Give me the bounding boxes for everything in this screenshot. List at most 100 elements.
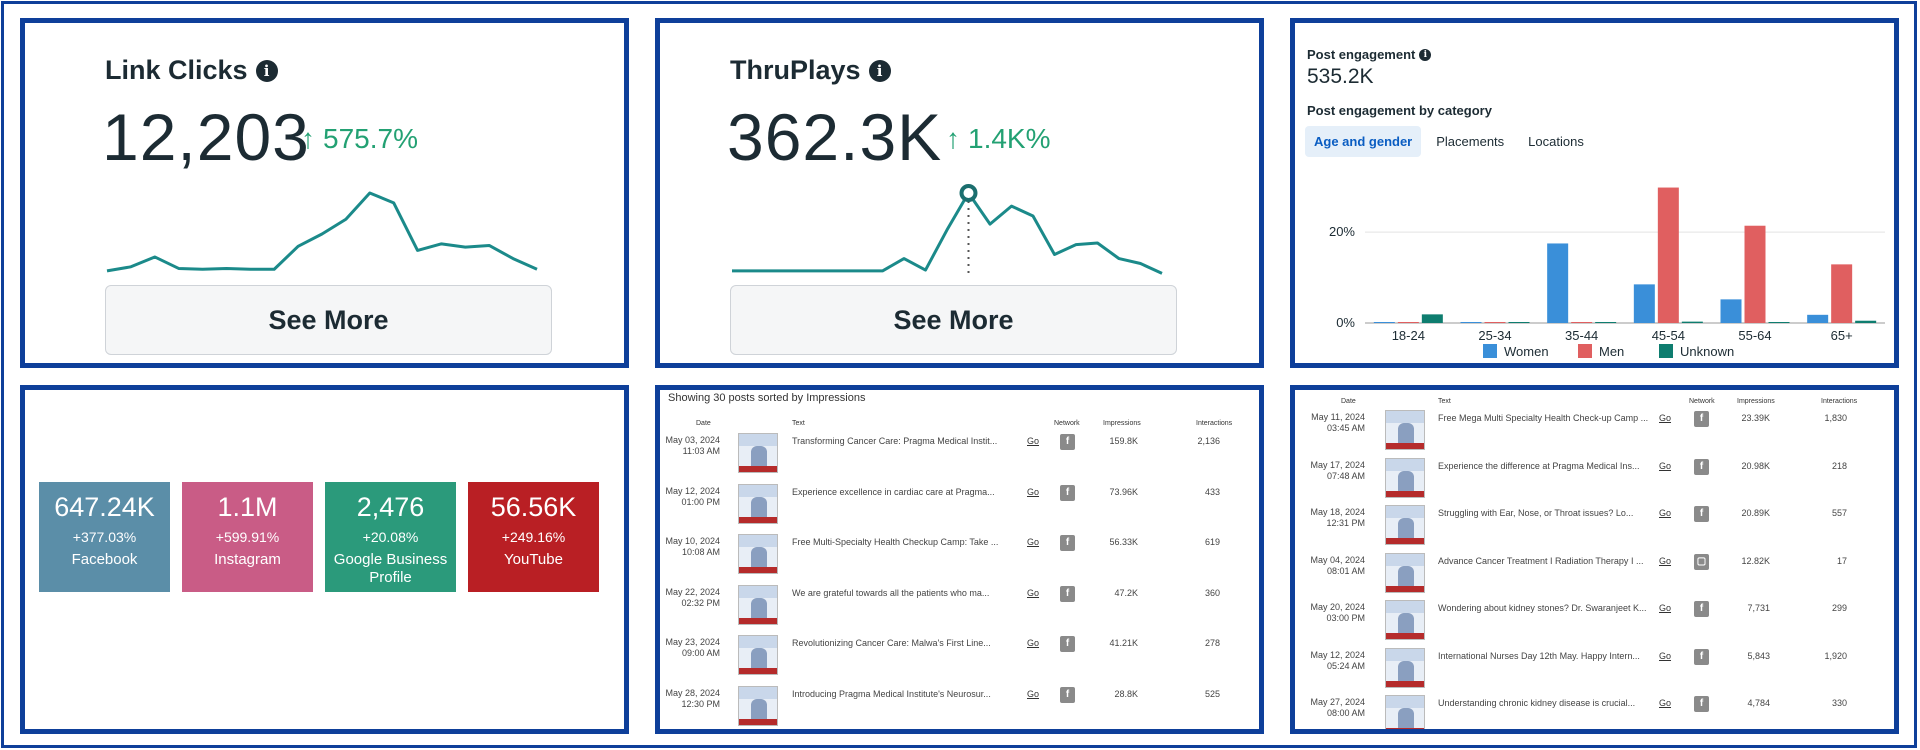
post-thumbnail[interactable] xyxy=(1385,647,1425,688)
post-thumbnail[interactable] xyxy=(1385,457,1425,498)
column-header-interactions[interactable]: Interactions xyxy=(1196,420,1233,427)
column-header-date[interactable]: Date xyxy=(696,420,711,427)
bar-men-25-34[interactable] xyxy=(1484,322,1506,323)
bar-unknown-55-64[interactable] xyxy=(1768,322,1790,323)
bar-women-55-64[interactable] xyxy=(1720,299,1742,323)
post-go-link[interactable]: Go xyxy=(1659,555,1672,566)
bar-men-55-64[interactable] xyxy=(1744,225,1766,323)
info-icon[interactable]: i xyxy=(255,59,278,82)
post-go-link[interactable]: Go xyxy=(1027,587,1040,598)
see-more-button[interactable]: See More xyxy=(730,285,1177,355)
post-impressions: 7,731 xyxy=(1747,603,1770,613)
post-text[interactable]: Experience the difference at Pragma Medi… xyxy=(1438,460,1640,471)
tab-age-and-gender[interactable]: Age and gender xyxy=(1305,126,1422,157)
bar-women-25-34[interactable] xyxy=(1460,322,1482,323)
post-thumbnail[interactable] xyxy=(738,635,778,675)
bar-unknown-35-44[interactable] xyxy=(1595,322,1617,323)
post-go-link[interactable]: Go xyxy=(1659,460,1672,471)
bar-unknown-25-34[interactable] xyxy=(1508,322,1530,323)
post-text[interactable]: Advance Cancer Treatment I Radiation The… xyxy=(1438,555,1644,566)
column-header-network[interactable]: Network xyxy=(1689,398,1715,405)
post-text[interactable]: International Nurses Day 12th May. Happy… xyxy=(1438,650,1640,661)
post-date: May 04, 2024 08:01 AM xyxy=(1305,555,1365,577)
bar-unknown-65+[interactable] xyxy=(1855,320,1877,323)
google-business-tile[interactable]: 2,476 +20.08% Google Business Profile xyxy=(325,482,456,592)
post-thumbnail[interactable] xyxy=(738,433,778,473)
bar-women-45-54[interactable] xyxy=(1633,284,1655,323)
bar-men-65+[interactable] xyxy=(1831,264,1853,323)
info-icon[interactable]: i xyxy=(1419,48,1432,61)
youtube-tile[interactable]: 56.56K +249.16% YouTube xyxy=(468,482,599,592)
post-text[interactable]: Wondering about kidney stones? Dr. Swara… xyxy=(1438,603,1647,613)
post-thumbnail[interactable] xyxy=(1385,410,1425,450)
x-tick-label: 65+ xyxy=(1831,328,1853,343)
post-go-link[interactable]: Go xyxy=(1659,508,1672,518)
post-thumbnail[interactable] xyxy=(1385,505,1425,545)
post-go-link[interactable]: Go xyxy=(1027,486,1040,497)
network-icon: f xyxy=(1060,636,1075,652)
post-date-time: 12:31 PM xyxy=(1326,518,1365,528)
column-header-network[interactable]: Network xyxy=(1054,420,1080,427)
post-text[interactable]: We are grateful towards all the patients… xyxy=(792,587,990,598)
post-text[interactable]: Free Multi-Specialty Health Checkup Camp… xyxy=(792,537,999,547)
tab-placements[interactable]: Placements xyxy=(1436,134,1505,149)
column-header-text[interactable]: Text xyxy=(792,420,805,427)
post-date-day: May 22, 2024 xyxy=(665,586,720,597)
x-tick-label: 45-54 xyxy=(1652,328,1685,343)
post-text[interactable]: Introducing Pragma Medical Institute's N… xyxy=(792,688,991,699)
post-text[interactable]: Free Mega Multi Specialty Health Check-u… xyxy=(1438,413,1649,423)
post-date: May 17, 2024 07:48 AM xyxy=(1305,460,1365,482)
post-engagement-value: 535.2K xyxy=(1307,65,1374,88)
column-header-interactions[interactable]: Interactions xyxy=(1821,398,1858,405)
thruplays-sparkline[interactable] xyxy=(722,183,1182,283)
column-header-text[interactable]: Text xyxy=(1438,398,1451,405)
post-impressions: 20.98K xyxy=(1741,460,1770,471)
post-go-link[interactable]: Go xyxy=(1659,413,1672,423)
post-interactions: 218 xyxy=(1831,460,1847,471)
facebook-tile[interactable]: 647.24K +377.03% Facebook xyxy=(39,482,170,592)
youtube-delta: +249.16% xyxy=(501,529,566,545)
post-text[interactable]: Struggling with Ear, Nose, or Throat iss… xyxy=(1438,508,1634,518)
post-thumbnail[interactable] xyxy=(1385,552,1425,593)
network-icon: f xyxy=(1694,601,1709,617)
post-thumbnail[interactable] xyxy=(738,534,778,574)
bar-men-18-24[interactable] xyxy=(1397,322,1419,323)
post-date: May 03, 2024 11:03 AM xyxy=(660,435,720,457)
info-icon[interactable]: i xyxy=(868,59,891,82)
post-date-day: May 17, 2024 xyxy=(1310,459,1365,470)
post-thumbnail[interactable] xyxy=(1385,695,1425,729)
post-thumbnail[interactable] xyxy=(738,584,778,625)
column-header-impressions[interactable]: Impressions xyxy=(1737,398,1775,405)
bar-unknown-45-54[interactable] xyxy=(1681,321,1703,323)
post-text[interactable]: Transforming Cancer Care: Pragma Medical… xyxy=(792,436,998,446)
post-go-link[interactable]: Go xyxy=(1027,436,1040,446)
sparkline-point[interactable] xyxy=(959,184,978,202)
link-clicks-delta-value: 575.7% xyxy=(323,123,418,154)
post-text[interactable]: Revolutionizing Cancer Care: Malwa's Fir… xyxy=(792,638,991,648)
post-text[interactable]: Understanding chronic kidney disease is … xyxy=(1438,698,1636,708)
bar-women-65+[interactable] xyxy=(1807,314,1829,323)
bar-women-18-24[interactable] xyxy=(1373,322,1395,323)
post-go-link[interactable]: Go xyxy=(1659,698,1672,708)
thruplays-card: ThruPlays i 362.3K ↑ 1.4K% See More xyxy=(655,18,1264,368)
bar-unknown-18-24[interactable] xyxy=(1421,314,1443,323)
post-go-link[interactable]: Go xyxy=(1027,688,1040,699)
post-go-link[interactable]: Go xyxy=(1027,638,1040,648)
post-thumbnail[interactable] xyxy=(738,685,778,726)
post-date: May 10, 2024 10:08 AM xyxy=(660,536,720,558)
post-go-link[interactable]: Go xyxy=(1027,537,1040,547)
post-go-link[interactable]: Go xyxy=(1659,603,1672,613)
see-more-button[interactable]: See More xyxy=(105,285,552,355)
post-text[interactable]: Experience excellence in cardiac care at… xyxy=(792,486,995,497)
tab-locations[interactable]: Locations xyxy=(1528,134,1584,149)
bar-men-45-54[interactable] xyxy=(1657,187,1679,323)
column-header-date[interactable]: Date xyxy=(1341,398,1356,405)
column-header-impressions[interactable]: Impressions xyxy=(1103,420,1141,427)
post-thumbnail[interactable] xyxy=(738,483,778,524)
post-go-link[interactable]: Go xyxy=(1659,650,1672,661)
post-thumbnail[interactable] xyxy=(1385,600,1425,640)
youtube-value: 56.56K xyxy=(490,492,577,522)
instagram-tile[interactable]: 1.1M +599.91% Instagram xyxy=(182,482,313,592)
bar-women-35-44[interactable] xyxy=(1547,243,1569,323)
bar-men-35-44[interactable] xyxy=(1571,322,1593,323)
